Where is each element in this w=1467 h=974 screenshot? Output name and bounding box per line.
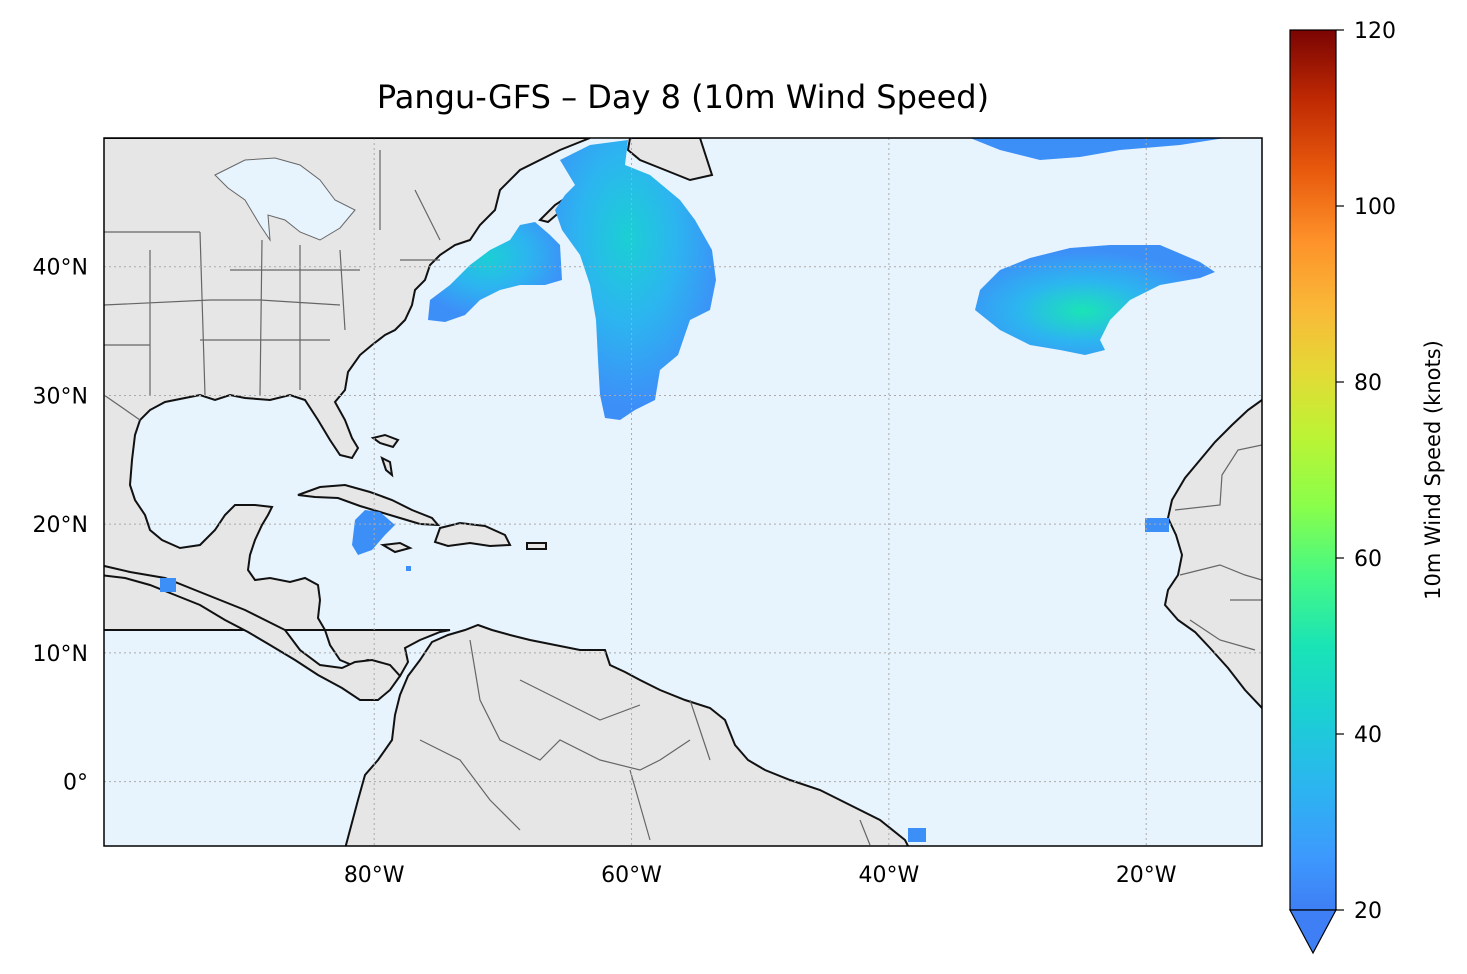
colorbar-tick-label: 60	[1354, 547, 1382, 572]
colorbar-tick-label: 40	[1354, 723, 1382, 748]
wind-spot-2	[1145, 518, 1169, 532]
lon-tick-label: 40°W	[858, 863, 919, 888]
lon-tick-label: 80°W	[344, 863, 405, 888]
lat-tick-label: 30°N	[33, 384, 88, 409]
wind-region-north-edge	[970, 138, 1225, 160]
africa-land	[1163, 399, 1262, 709]
puerto-rico-land	[526, 542, 547, 550]
central-america-land	[104, 564, 402, 701]
lat-tick-label: 10°N	[33, 642, 88, 667]
latitude-ticks: 40°N 30°N 20°N 10°N 0°	[33, 256, 88, 796]
gridlines	[104, 138, 1262, 846]
wind-region-caribbean	[352, 510, 395, 555]
lat-tick-label: 20°N	[33, 513, 88, 538]
wind-region-central-atlantic	[555, 140, 716, 420]
map-frame	[103, 137, 1263, 847]
colorbar-tick-label: 20	[1354, 899, 1382, 924]
north-america-land	[104, 138, 591, 678]
colorbar: 20 40 60 80 100 120 10m Wind Speed (knots)	[1288, 19, 1445, 955]
colorbar-gradient	[1289, 29, 1337, 911]
colorbar-tick-label: 100	[1354, 195, 1396, 220]
jamaica-land	[379, 541, 413, 554]
map-title: Pangu-GFS – Day 8 (10m Wind Speed)	[376, 78, 990, 116]
lat-tick-label: 0°	[63, 771, 88, 796]
wind-spot-3	[908, 828, 926, 842]
hispaniola-land	[433, 521, 512, 548]
great-lakes	[214, 157, 356, 242]
wind-region-eastern-atlantic	[975, 245, 1215, 355]
lon-tick-label: 20°W	[1116, 863, 1177, 888]
cuba-land	[297, 483, 441, 527]
political-borders	[104, 150, 1262, 846]
wind-region-western-atlantic	[428, 222, 562, 322]
wind-spot-4	[406, 566, 411, 571]
colorbar-extend-min	[1288, 909, 1338, 955]
colorbar-label: 10m Wind Speed (knots)	[1421, 340, 1445, 600]
newfoundland-land	[626, 138, 714, 182]
wind-spot-1	[160, 578, 176, 592]
wind-speed-field	[160, 138, 1225, 842]
south-america-land	[344, 623, 910, 846]
colorbar-tick-label: 120	[1354, 19, 1396, 44]
lat-tick-label: 40°N	[33, 256, 88, 281]
colorbar-ticks: 20 40 60 80 100 120	[1336, 19, 1396, 924]
lon-tick-label: 60°W	[601, 863, 662, 888]
map-panel: 80°W 60°W 40°W 20°W 40°N 30°N 20°N 10°N 0°	[33, 137, 1263, 888]
longitude-ticks: 80°W 60°W 40°W 20°W	[344, 863, 1177, 888]
colorbar-tick-label: 80	[1354, 371, 1382, 396]
bahamas-land	[370, 433, 400, 478]
